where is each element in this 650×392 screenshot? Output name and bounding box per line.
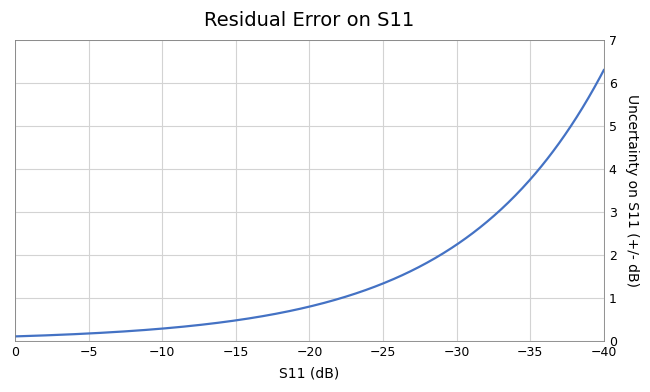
X-axis label: S11 (dB): S11 (dB) (280, 367, 339, 381)
Title: Residual Error on S11: Residual Error on S11 (204, 11, 415, 30)
Y-axis label: Uncertainty on S11 (+/- dB): Uncertainty on S11 (+/- dB) (625, 94, 639, 287)
